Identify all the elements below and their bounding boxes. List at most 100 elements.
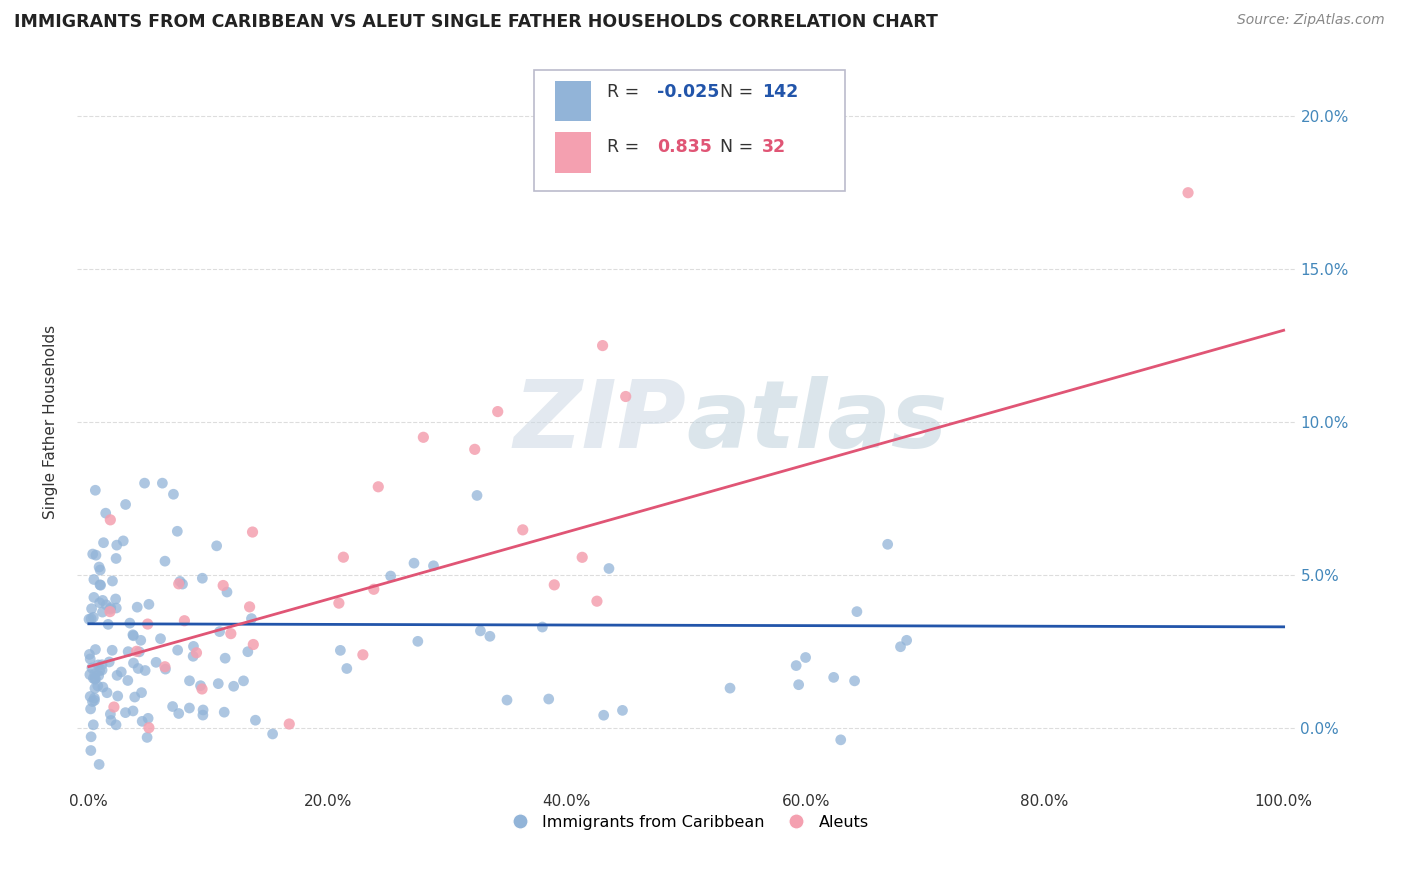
Point [83, 666, 105, 681]
Point [149, 632, 172, 646]
Point [191, 708, 214, 723]
Point [179, 701, 201, 715]
Point [89, 578, 111, 592]
Point [80, 661, 103, 675]
Point [136, 617, 159, 632]
Point [79, 652, 101, 666]
Point [845, 605, 868, 619]
Point [83, 691, 105, 706]
Point [100, 600, 122, 615]
Point [537, 692, 560, 706]
Point [329, 643, 352, 657]
Point [1177, 186, 1199, 200]
Point [94, 598, 117, 612]
Bar [554, 132, 591, 172]
Point [134, 476, 156, 491]
Point [131, 685, 153, 699]
Point [84, 642, 107, 657]
Point [212, 578, 235, 592]
Point [87, 657, 110, 672]
Point [122, 656, 145, 670]
Point [823, 670, 845, 684]
Point [80, 730, 103, 744]
Point [190, 679, 212, 693]
Point [82, 671, 104, 685]
Point [167, 577, 190, 591]
Text: N =: N = [720, 138, 759, 156]
Point [186, 646, 208, 660]
FancyBboxPatch shape [534, 70, 845, 191]
Point [785, 658, 807, 673]
Point [91, 657, 114, 672]
Point [105, 668, 128, 682]
Text: R =: R = [607, 138, 645, 156]
Point [122, 629, 145, 643]
Point [336, 661, 359, 675]
Point [169, 574, 191, 589]
Point [208, 624, 231, 639]
Y-axis label: Single Father Households: Single Father Households [44, 325, 58, 519]
Point [118, 616, 141, 631]
Point [112, 533, 135, 548]
Point [117, 673, 139, 688]
Point [79, 702, 101, 716]
Point [96, 686, 118, 700]
Point [215, 585, 238, 599]
Point [363, 582, 385, 597]
Point [131, 714, 153, 729]
Point [787, 678, 810, 692]
Point [406, 634, 429, 648]
Point [105, 718, 128, 732]
Point [77, 612, 100, 626]
Point [83, 591, 105, 605]
Point [222, 679, 245, 693]
Point [278, 717, 301, 731]
Point [87, 560, 110, 574]
Point [166, 643, 188, 657]
Point [173, 614, 195, 628]
Point [79, 648, 101, 662]
Point [586, 594, 609, 608]
Point [486, 404, 509, 418]
Text: 142: 142 [762, 83, 799, 101]
Point [128, 645, 150, 659]
Point [93, 535, 115, 549]
Point [98, 655, 121, 669]
Point [80, 743, 103, 757]
Point [90, 578, 112, 592]
Point [465, 488, 488, 502]
Point [592, 338, 614, 352]
Point [84, 681, 107, 696]
Point [114, 706, 136, 720]
Point [239, 599, 262, 614]
Point [98, 513, 121, 527]
Point [129, 633, 152, 648]
Point [332, 550, 354, 565]
Point [105, 538, 128, 552]
Point [207, 676, 229, 690]
Point [598, 561, 620, 575]
Text: 32: 32 [762, 138, 786, 156]
Point [794, 650, 817, 665]
Point [89, 664, 111, 678]
Point [84, 548, 107, 562]
Point [91, 663, 114, 677]
Point [100, 707, 122, 722]
Point [136, 711, 159, 725]
Point [245, 713, 267, 727]
Point [830, 732, 852, 747]
Point [889, 640, 911, 654]
Point [114, 498, 136, 512]
Point [83, 672, 105, 686]
Point [138, 597, 160, 611]
Point [232, 673, 254, 688]
Point [122, 704, 145, 718]
Point [124, 690, 146, 704]
Point [145, 656, 167, 670]
Point [110, 665, 132, 679]
Point [262, 727, 284, 741]
Point [136, 731, 159, 745]
Point [138, 721, 160, 735]
Point [91, 593, 114, 607]
Point [107, 689, 129, 703]
